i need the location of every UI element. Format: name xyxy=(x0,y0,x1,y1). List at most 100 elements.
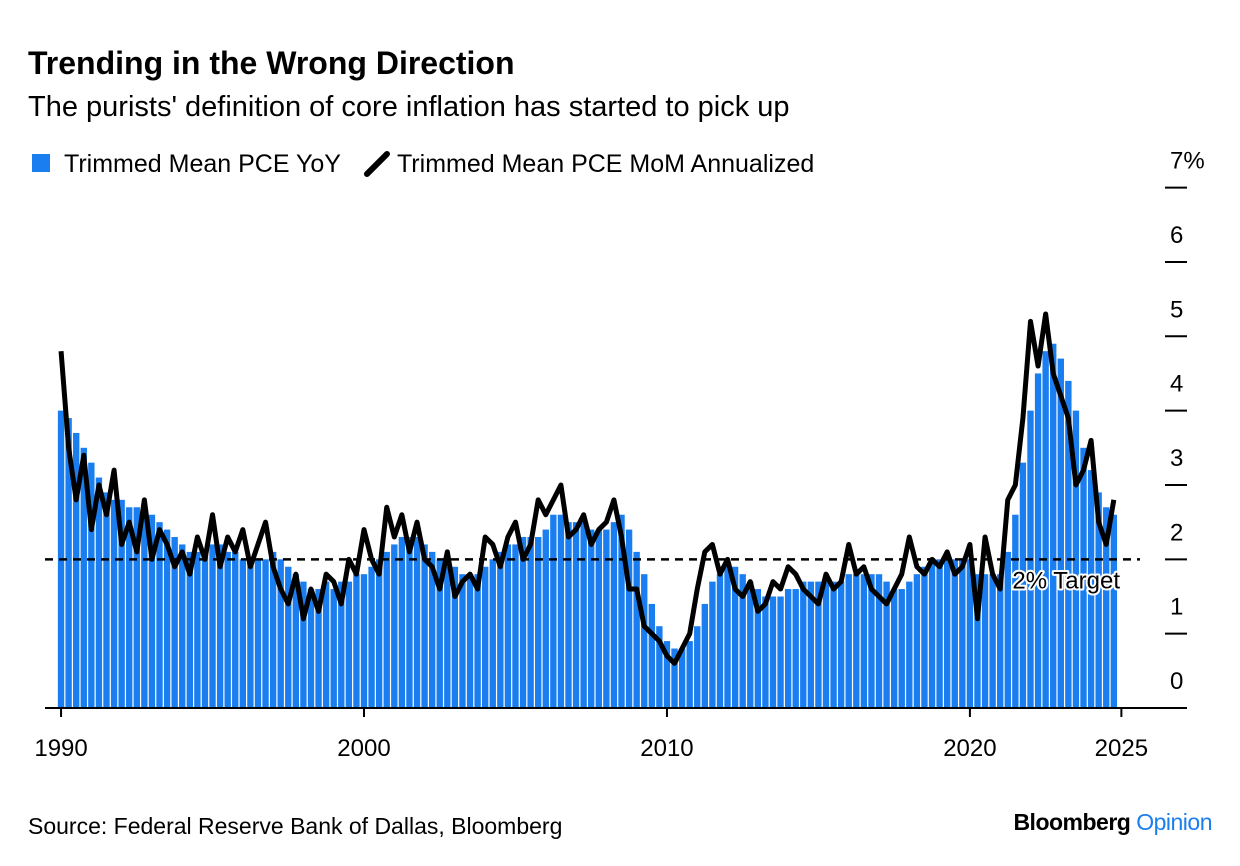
bar xyxy=(898,589,905,708)
bar xyxy=(868,574,875,708)
bar xyxy=(936,559,943,708)
bar xyxy=(625,529,633,708)
bar xyxy=(126,507,133,708)
bar xyxy=(928,559,936,708)
y-tick-label: 2 xyxy=(1170,519,1183,546)
bar xyxy=(731,566,739,708)
target-label: 2% Target xyxy=(1012,567,1120,594)
bar xyxy=(421,544,428,708)
legend-swatch xyxy=(363,151,390,177)
bar xyxy=(110,499,118,708)
bar xyxy=(216,544,224,708)
bar xyxy=(148,514,156,708)
bar xyxy=(481,566,489,708)
bar xyxy=(1087,470,1095,708)
bar xyxy=(474,574,481,708)
bar xyxy=(292,574,300,708)
legend-label: Trimmed Mean PCE MoM Annualized xyxy=(397,150,814,178)
bar xyxy=(436,559,443,708)
bar xyxy=(1019,462,1027,708)
bar xyxy=(724,566,731,708)
bar xyxy=(186,551,193,708)
y-tick-label: 3 xyxy=(1170,445,1183,472)
bar xyxy=(603,529,610,708)
bar xyxy=(610,522,618,708)
brand: Bloomberg Opinion xyxy=(1013,809,1212,835)
bar xyxy=(65,418,72,708)
y-tick-label: 7% xyxy=(1170,148,1205,175)
x-tick-label: 2025 xyxy=(1095,735,1148,762)
bar xyxy=(709,581,716,708)
bar xyxy=(224,551,231,708)
bar xyxy=(1103,507,1110,708)
bar xyxy=(391,544,398,708)
chart-title: Trending in the Wrong Direction xyxy=(28,45,515,81)
bar xyxy=(201,551,209,708)
bar xyxy=(1065,380,1072,708)
bar xyxy=(694,626,701,708)
bar xyxy=(428,551,436,708)
bar xyxy=(550,514,557,708)
bar xyxy=(1110,514,1117,708)
bar xyxy=(860,574,868,708)
x-tick-label: 1990 xyxy=(34,735,87,762)
bar xyxy=(368,566,375,708)
bar xyxy=(663,641,671,708)
y-tick-label: 4 xyxy=(1170,371,1183,398)
bar xyxy=(777,596,784,708)
bar xyxy=(739,574,746,708)
bar xyxy=(875,574,883,708)
bar xyxy=(966,559,974,708)
bar xyxy=(466,574,474,708)
bar xyxy=(716,574,724,708)
bar xyxy=(762,596,769,708)
bar xyxy=(754,589,762,708)
bar xyxy=(890,589,898,708)
brand-name: Bloomberg xyxy=(1013,809,1130,835)
legend-label: Trimmed Mean PCE YoY xyxy=(64,150,341,178)
bar xyxy=(338,581,345,708)
bar xyxy=(519,537,527,708)
x-tick-label: 2010 xyxy=(640,735,693,762)
bar xyxy=(383,551,390,708)
bar xyxy=(997,574,1004,708)
bar xyxy=(951,559,958,708)
bar xyxy=(588,529,595,708)
bar xyxy=(686,641,693,708)
bar xyxy=(322,581,330,708)
bar xyxy=(701,603,709,708)
bar xyxy=(247,559,254,708)
bar xyxy=(118,499,125,708)
line xyxy=(58,311,1117,666)
bar xyxy=(565,522,572,708)
bar xyxy=(239,559,247,708)
bar xyxy=(981,574,989,708)
bar xyxy=(837,581,845,708)
bar xyxy=(542,529,549,708)
bar xyxy=(262,559,269,708)
bar xyxy=(307,589,315,708)
bar xyxy=(807,581,815,708)
bar xyxy=(671,648,678,708)
y-tick-label: 5 xyxy=(1170,296,1183,323)
bar xyxy=(194,551,201,708)
bar xyxy=(1042,351,1049,708)
bar xyxy=(232,551,239,708)
chart-subtitle: The purists' definition of core inflatio… xyxy=(28,91,790,123)
bar xyxy=(171,537,178,708)
bar xyxy=(1057,358,1064,708)
legend: Trimmed Mean PCE YoY Trimmed Mean PCE MoM… xyxy=(32,150,814,178)
bar xyxy=(572,522,580,708)
bar xyxy=(815,581,822,708)
bar xyxy=(1004,551,1011,708)
legend-swatch xyxy=(32,154,50,172)
bar xyxy=(989,574,996,708)
bar xyxy=(1012,514,1019,708)
bar xyxy=(133,507,140,708)
bar xyxy=(254,559,262,708)
x-tick-label: 2020 xyxy=(943,735,996,762)
bar xyxy=(398,537,406,708)
bar xyxy=(557,514,565,708)
bar xyxy=(375,559,383,708)
